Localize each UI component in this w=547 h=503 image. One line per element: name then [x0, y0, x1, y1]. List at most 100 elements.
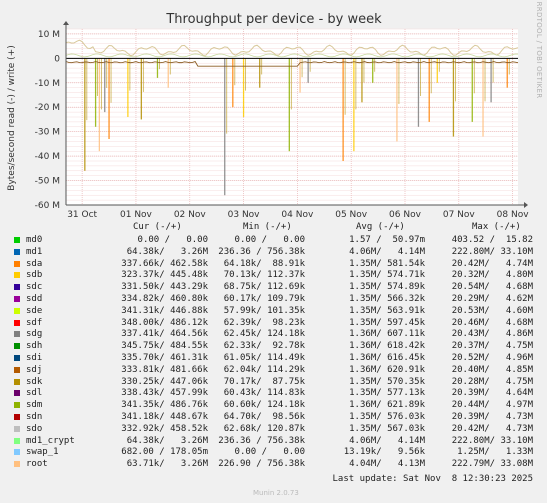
plot-area: 10 M 0 -10 M -20 M -30 M -40 M -50 M -60 M 31 Oc… — [35, 21, 530, 220]
legend-name: sdh — [26, 341, 43, 352]
x-tick-label: 05 Nov — [335, 210, 368, 220]
legend-name: sdi — [26, 353, 43, 363]
legend-cur: 338.43k/ 457.99k — [121, 388, 208, 399]
legend-row: sdh 345.75k/ 484.55k 62.33k/ 92.78k 1.36M/ … — [14, 341, 534, 352]
legend-avg: 1.35M/ 574.89k — [349, 282, 425, 293]
legend-avg: 1.36M/ 620.91k — [349, 364, 425, 375]
legend-row: sda 337.66k/ 462.58k 64.18k/ 88.91k 1.35M/ … — [14, 259, 534, 270]
legend-row: sdg 337.41k/ 464.56k 62.45k/ 124.18k 1.36M/… — [14, 329, 534, 340]
legend-min: 68.75k/ 112.69k — [223, 282, 305, 293]
legend-avg: 1.36M/ 621.89k — [349, 400, 425, 411]
legend-name: sdc — [26, 282, 43, 293]
legend-cur: 348.00k/ 486.12k — [121, 317, 208, 328]
last-update: Last update: Sat Nov 8 12:30:23 2025 — [332, 474, 533, 484]
legend-min: 62.39k/ 98.23k — [223, 317, 305, 328]
legend-cur: 63.71k/ 3.26M — [126, 459, 208, 470]
legend-swatch — [14, 366, 20, 373]
legend-name: sdm — [26, 400, 43, 411]
legend-name: md0 — [26, 235, 43, 245]
legend-min: 236.36 / 756.38k — [218, 435, 305, 446]
legend-min: 64.18k/ 88.91k — [223, 258, 305, 269]
legend-name: sdn — [26, 412, 43, 422]
write-series — [65, 39, 519, 57]
y-tick-label: -40 M — [35, 152, 60, 162]
legend-swatch — [14, 425, 20, 432]
legend-name: sdj — [26, 364, 43, 375]
legend-swatch — [14, 414, 20, 420]
legend-name: sdl — [26, 388, 43, 399]
legend-name: md1_crypt — [26, 435, 75, 446]
header-cur: Cur (-/+) — [133, 222, 182, 232]
legend-name: sdd — [26, 294, 43, 304]
legend-cur: 682.00 / 178.05m — [121, 447, 208, 458]
legend-swatch — [14, 343, 20, 350]
y-tick-label: -30 M — [35, 128, 60, 138]
legend-cur: 337.41k/ 464.56k — [121, 329, 208, 340]
legend-max: 20.46M/ 4.68M — [451, 317, 533, 328]
y-tick-label: -60 M — [35, 201, 60, 211]
x-tick-label: 03 Nov — [228, 210, 261, 220]
legend-max: 20.28M/ 4.75M — [451, 376, 533, 387]
legend-swatch — [14, 319, 20, 326]
y-tick-label: 0 — [54, 54, 60, 64]
x-tick-label: 01 Nov — [120, 210, 153, 220]
legend-min: 70.13k/ 112.37k — [223, 270, 305, 281]
legend-max: 222.80M/ 33.10M — [451, 246, 533, 257]
legend-swatch — [14, 331, 20, 338]
legend-row: sdb 323.37k/ 445.48k 70.13k/ 112.37k 1.35M/… — [14, 270, 534, 281]
legend-min: 0.00 / 0.00 — [234, 235, 305, 245]
legend-swatch — [14, 378, 20, 385]
legend-swatch — [14, 272, 20, 279]
x-tick-label: 06 Nov — [389, 210, 422, 220]
legend-min: 60.60k/ 124.18k — [223, 400, 305, 411]
write-series — [65, 53, 519, 58]
legend-swatch — [14, 355, 20, 361]
chart-title: Throughput per device - by week — [165, 12, 382, 27]
y-tick-label: -50 M — [35, 177, 60, 187]
legend-max: 222.80M/ 33.10M — [451, 435, 533, 446]
legend-row: sdm 341.35k/ 486.76k 60.60k/ 124.18k 1.36M/… — [14, 400, 534, 411]
legend-avg: 1.35M/ 563.91k — [349, 305, 425, 316]
legend-cur: 341.31k/ 446.88k — [121, 305, 208, 316]
legend-cur: 323.37k/ 445.48k — [121, 270, 208, 281]
legend-min: 62.68k/ 120.87k — [223, 423, 305, 434]
legend-row: sdj 333.81k/ 481.66k 62.04k/ 114.29k 1.36M/… — [14, 365, 534, 376]
legend-avg: 1.36M/ 607.11k — [349, 329, 425, 340]
read-series — [65, 61, 519, 67]
legend-row: sdo 332.92k/ 458.52k 62.68k/ 120.87k 1.35M/… — [14, 424, 534, 435]
legend-name: sdk — [26, 376, 43, 387]
legend-max: 20.44M/ 4.97M — [451, 400, 533, 411]
legend-name: sdb — [26, 270, 43, 281]
legend-name: sde — [26, 305, 43, 316]
munin-version: Munin 2.0.73 — [253, 489, 299, 497]
legend-avg: 1.35M/ 577.13k — [349, 388, 425, 399]
legend-avg: 1.35M/ 570.35k — [349, 376, 425, 387]
x-axis-arrow — [524, 202, 528, 208]
legend-row: sdn 341.18k/ 448.67k 64.70k/ 98.56k 1.35M/ … — [14, 412, 534, 423]
legend-max: 20.29M/ 4.62M — [451, 294, 533, 304]
legend-cur: 331.50k/ 443.29k — [121, 282, 208, 293]
legend-cur: 337.66k/ 462.58k — [121, 258, 208, 269]
legend-row: md1 64.38k/ 3.26M 236.36 / 756.38k 4.06M/ 4… — [14, 247, 534, 258]
legend-name: sdg — [26, 329, 43, 340]
legend-name: sdf — [26, 317, 43, 328]
legend-row: md0 0.00 / 0.00 0.00 / 0.00 1.57 / 50.97m 40… — [14, 235, 534, 246]
legend-max: 20.52M/ 4.96M — [451, 353, 533, 363]
x-tick-label: 02 Nov — [174, 210, 207, 220]
chart-svg: Throughput per device - by week Bytes/se… — [7, 2, 543, 220]
legend-row: sdc 331.50k/ 443.29k 68.75k/ 112.69k 1.35M/… — [14, 282, 534, 293]
legend-row: md1_crypt 64.38k/ 3.26M 236.36 / 756.38k 4.… — [14, 436, 534, 447]
x-tick-label: 04 Nov — [281, 210, 314, 220]
legend-max: 20.39M/ 4.73M — [451, 412, 533, 422]
x-tick-label: 08 Nov — [497, 210, 530, 220]
legend-min: 60.43k/ 114.83k — [223, 388, 305, 399]
legend-max: 20.54M/ 4.68M — [451, 282, 533, 293]
legend-avg: 4.06M/ 4.14M — [349, 246, 425, 257]
legend-swatch — [14, 296, 20, 302]
legend-min: 0.00 / 0.00 — [234, 447, 305, 458]
legend-swatch — [14, 307, 20, 314]
legend-name: sdo — [26, 423, 43, 434]
side-watermark: RRDTOOL / TOBI OETIKER — [535, 2, 543, 99]
legend-min: 62.45k/ 124.18k — [223, 329, 305, 340]
legend-row: root 63.71k/ 3.26M 226.90 / 756.38k 4.04M/ … — [14, 459, 534, 470]
